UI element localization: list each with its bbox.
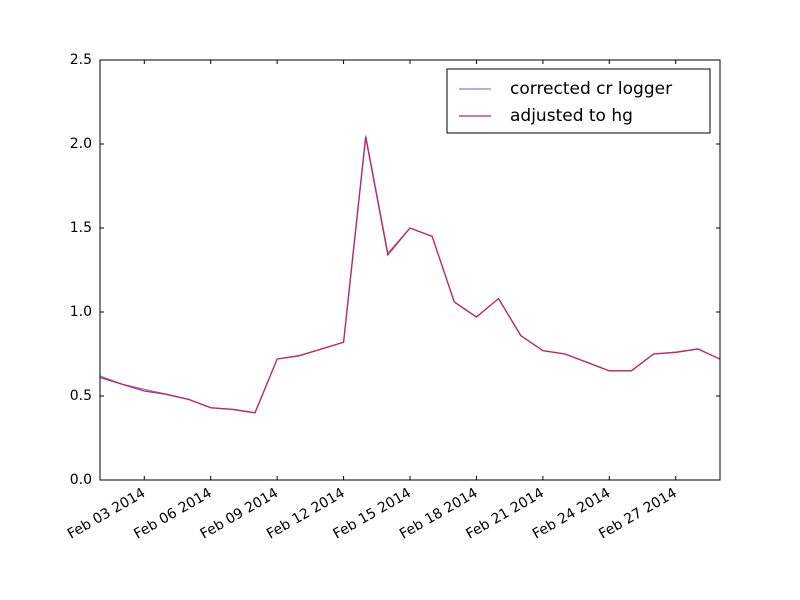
data-line <box>99 137 721 414</box>
y-tick-label: 2.5 <box>70 52 92 68</box>
y-tick-label: 1.0 <box>70 304 92 320</box>
legend-box <box>446 68 711 134</box>
legend-label: adjusted to hg <box>510 106 633 126</box>
y-tick-label: 0.5 <box>70 388 92 404</box>
legend-label: corrected cr logger <box>510 79 672 99</box>
y-tick-label: 1.5 <box>70 220 92 236</box>
y-tick-label: 2.0 <box>70 136 92 152</box>
y-tick-label: 0.0 <box>70 472 92 488</box>
